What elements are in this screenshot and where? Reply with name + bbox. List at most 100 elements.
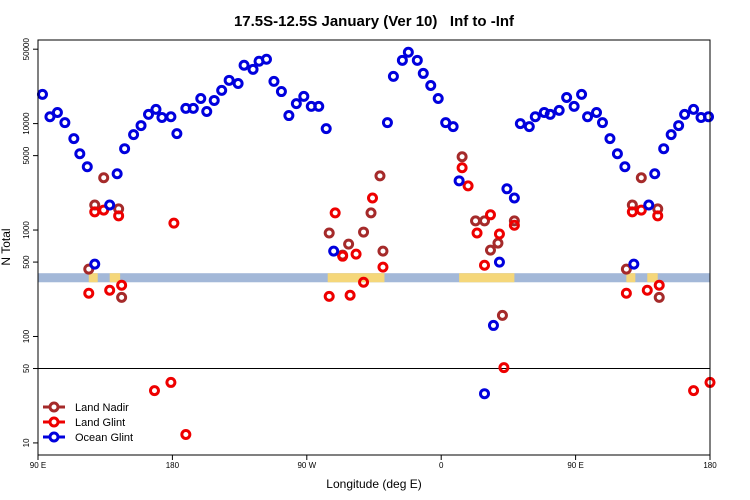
land-segment [327, 273, 385, 283]
data-point [493, 228, 505, 240]
data-point [323, 290, 335, 302]
legend-marker [48, 416, 60, 428]
data-point [104, 199, 116, 211]
y-tick-label: 5000 [22, 146, 31, 164]
data-point [619, 161, 631, 173]
data-point [479, 259, 491, 271]
data-point [492, 237, 504, 249]
data-point [165, 111, 177, 123]
data-point [641, 284, 653, 296]
data-point [377, 245, 389, 257]
data-point [165, 376, 177, 388]
y-tick-label: 10 [22, 438, 31, 447]
data-point [635, 172, 647, 184]
data-point [381, 117, 393, 129]
data-point [456, 151, 468, 163]
data-point [374, 170, 386, 182]
data-point [493, 256, 505, 268]
data-point [113, 210, 125, 222]
x-tick-label: 180 [703, 461, 717, 470]
data-point [643, 199, 655, 211]
data-point [396, 54, 408, 66]
data-point [665, 129, 677, 141]
data-point [323, 227, 335, 239]
data-point [116, 291, 128, 303]
data-point [51, 107, 63, 119]
data-point [471, 227, 483, 239]
data-point [59, 117, 71, 129]
x-tick-label: 0 [439, 461, 444, 470]
data-point [180, 428, 192, 440]
data-point [679, 108, 691, 120]
data-point [568, 100, 580, 112]
data-point [611, 148, 623, 160]
data-point [470, 215, 482, 227]
legend-marker [48, 401, 60, 413]
data-point [208, 94, 220, 106]
data-point [508, 192, 520, 204]
data-point [156, 112, 168, 124]
data-point [313, 100, 325, 112]
data-point [523, 121, 535, 133]
data-point [358, 276, 370, 288]
data-point [377, 261, 389, 273]
data-point [462, 180, 474, 192]
data-point [128, 129, 140, 141]
land-segment [109, 273, 121, 283]
data-point [98, 172, 110, 184]
data-point [119, 143, 131, 155]
data-point [508, 219, 520, 231]
legend-marker [48, 431, 60, 443]
data-point [628, 258, 640, 270]
data-point [487, 319, 499, 331]
data-point [501, 183, 513, 195]
x-tick-label: 180 [166, 461, 180, 470]
data-point [604, 133, 616, 145]
data-point [635, 204, 647, 216]
chart-title: 17.5S-12.5S January (Ver 10) Inf to -Inf [234, 13, 515, 30]
data-point [626, 206, 638, 218]
y-tick-label: 50 [22, 364, 31, 373]
data-point [498, 362, 510, 374]
data-point [320, 123, 332, 135]
data-point [187, 102, 199, 114]
data-point [111, 168, 123, 180]
data-point [456, 162, 468, 174]
data-point [143, 108, 155, 120]
y-tick-label: 500 [22, 255, 31, 269]
data-point [104, 284, 116, 296]
data-point [484, 209, 496, 221]
x-tick-label: 90 E [30, 461, 46, 470]
data-point [688, 103, 700, 115]
data-point [247, 63, 259, 75]
data-point [576, 88, 588, 100]
data-point [350, 248, 362, 260]
data-point [508, 215, 520, 227]
land-segment [88, 273, 98, 283]
data-point [365, 207, 377, 219]
x-tick-label: 90 E [567, 461, 583, 470]
y-tick-label: 10000 [22, 112, 31, 135]
data-point [453, 175, 465, 187]
data-point [171, 128, 183, 140]
data-point [328, 245, 340, 257]
data-point [116, 279, 128, 291]
data-point [620, 263, 632, 275]
data-point [479, 215, 491, 227]
data-point [68, 133, 80, 145]
data-point [195, 93, 207, 105]
data-point [620, 287, 632, 299]
data-point [135, 120, 147, 132]
x-axis-label: Longitude (deg E) [326, 477, 421, 491]
data-point [529, 111, 541, 123]
legend-label: Land Nadir [75, 402, 129, 414]
data-point [150, 103, 162, 115]
data-point [337, 250, 349, 262]
data-point [283, 110, 295, 122]
data-point [387, 70, 399, 82]
data-point [447, 121, 459, 133]
data-point [329, 207, 341, 219]
data-point [83, 287, 95, 299]
data-point [260, 53, 272, 65]
data-point [591, 107, 603, 119]
